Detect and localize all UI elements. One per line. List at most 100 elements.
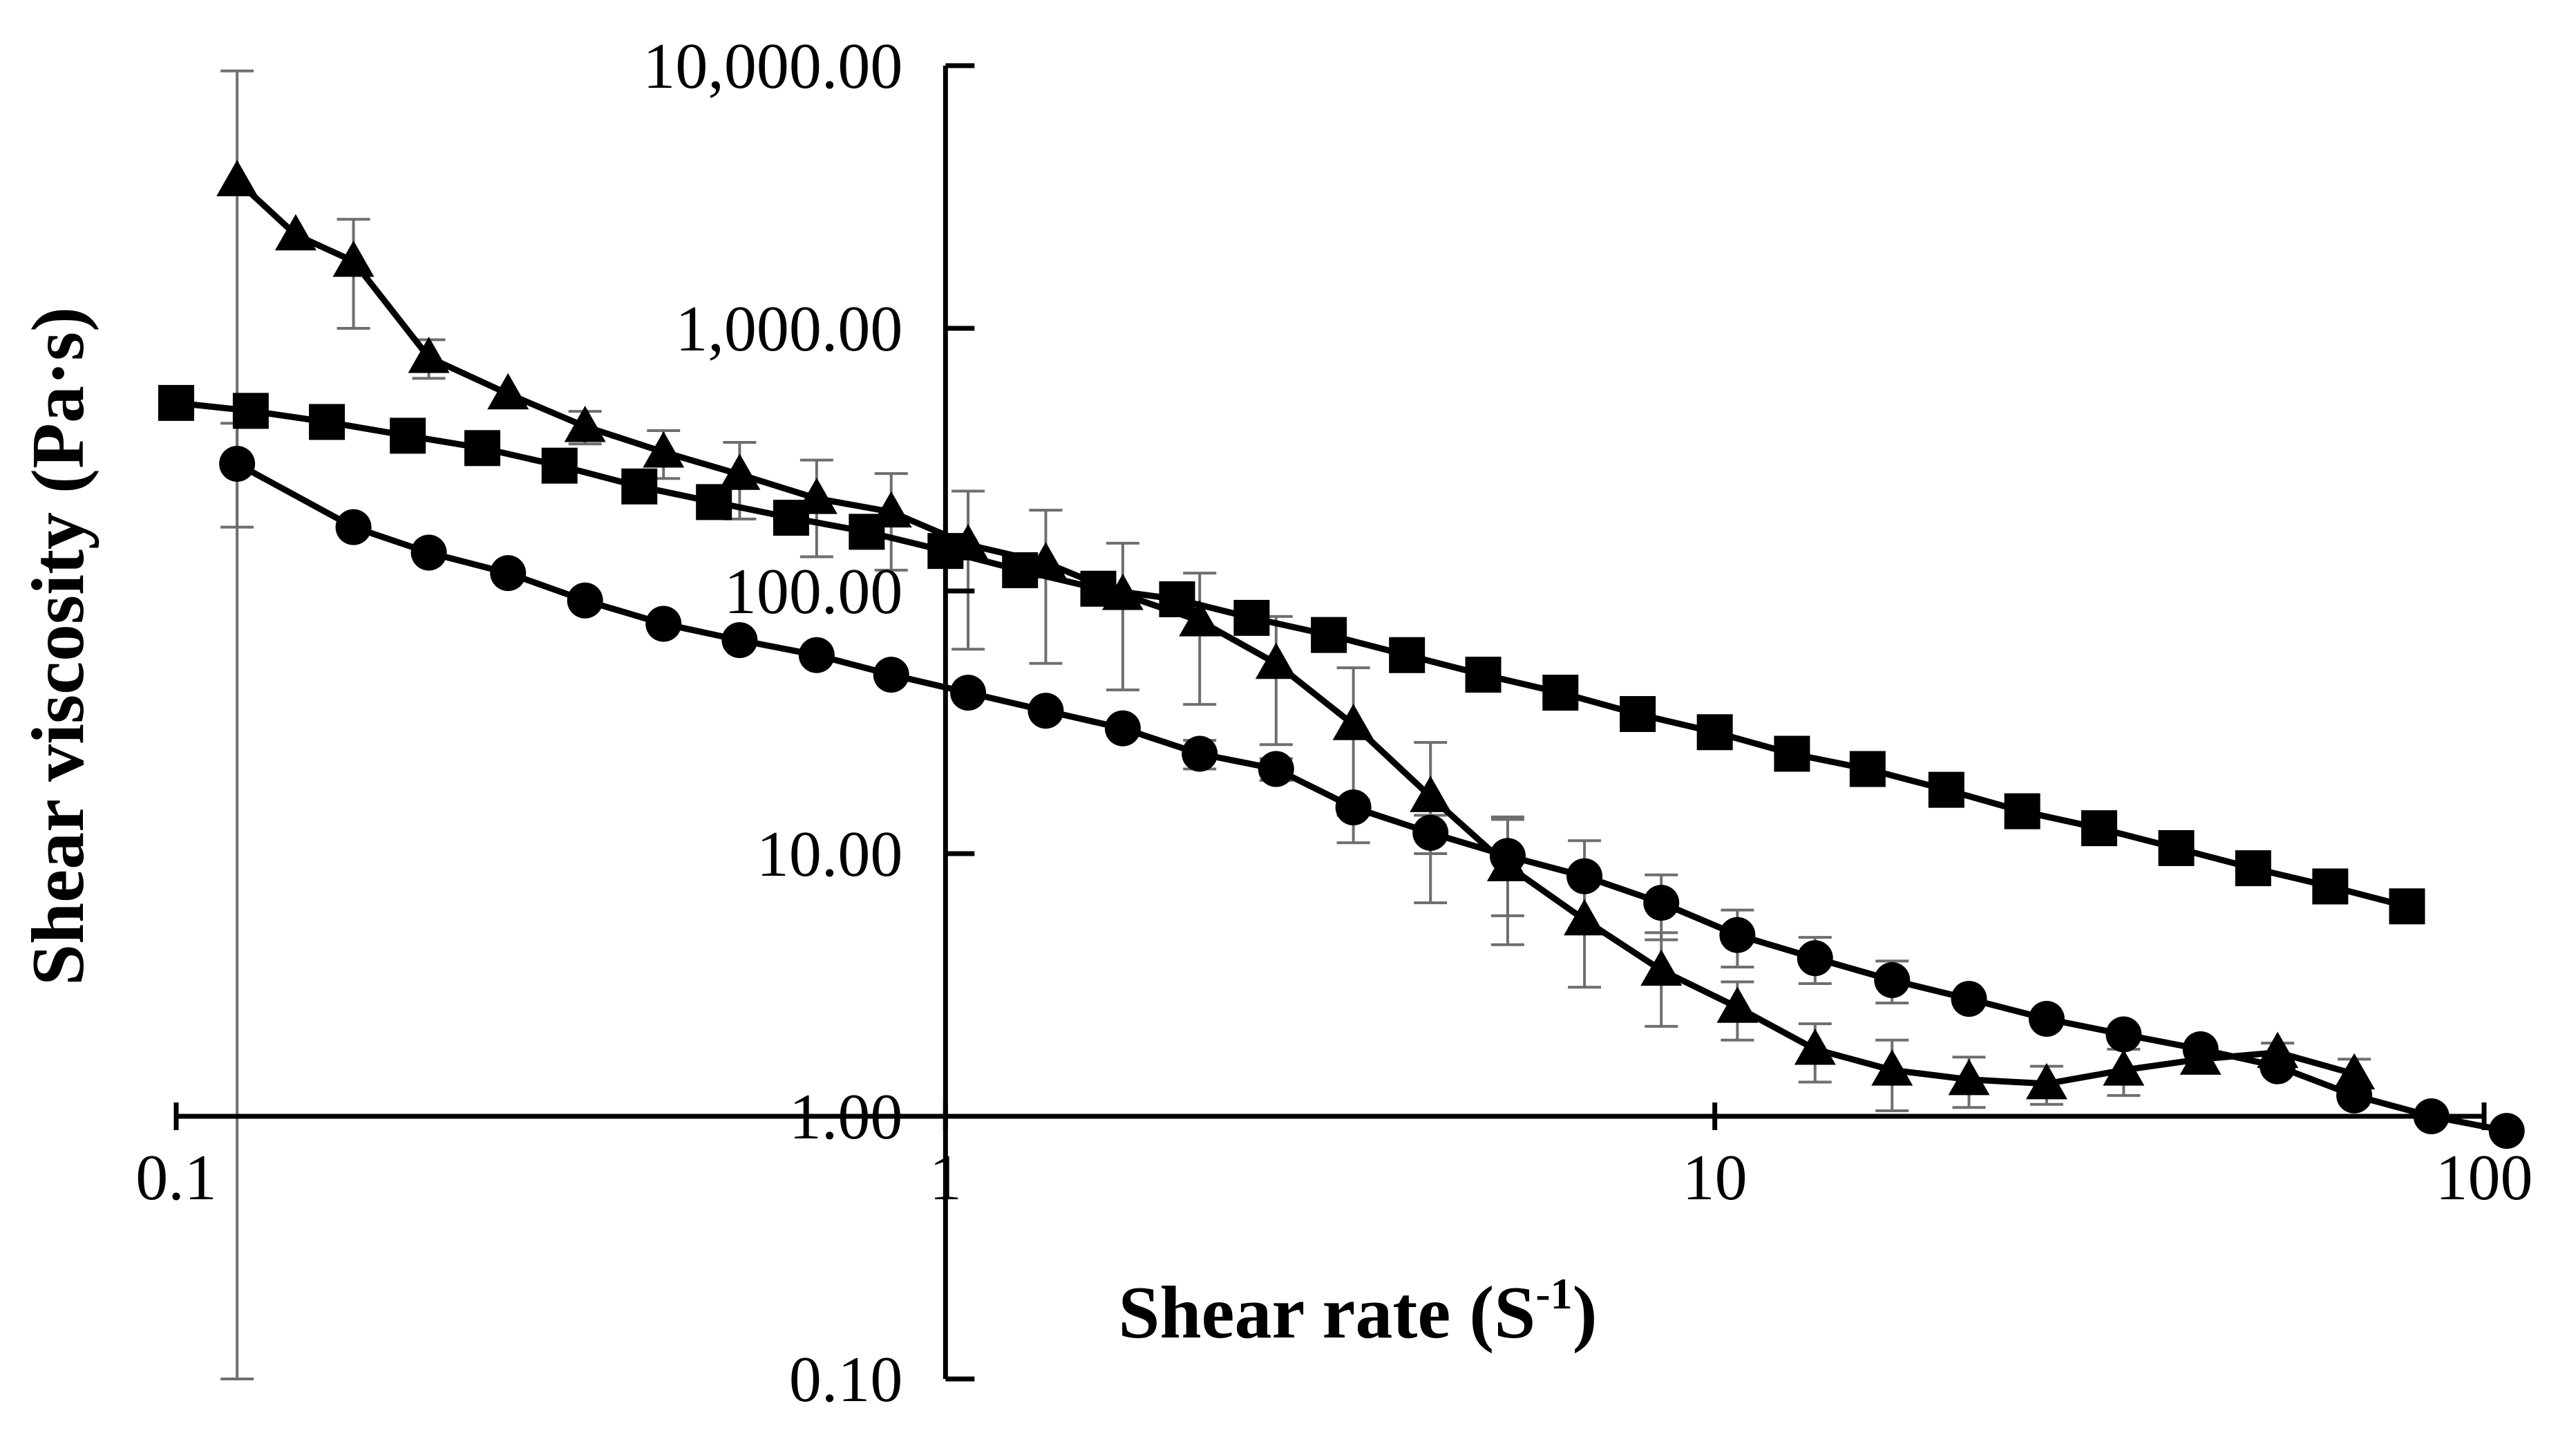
square-marker <box>773 500 809 536</box>
y-tick-label: 10.00 <box>757 818 903 890</box>
square-marker <box>541 447 578 484</box>
circle-marker <box>490 555 527 592</box>
triangle-marker <box>1794 1028 1836 1065</box>
y-tick-label: 100.00 <box>724 556 903 628</box>
axes <box>173 63 2487 1382</box>
x-tick-label: 10 <box>1683 1142 1748 1214</box>
square-marker <box>2235 850 2271 887</box>
triangle-marker <box>1179 600 1221 637</box>
triangle-marker <box>2103 1049 2145 1086</box>
x-tick-label: 0.1 <box>135 1142 217 1214</box>
circle-marker <box>335 509 372 545</box>
square-marker <box>309 404 345 440</box>
circle-marker <box>1566 858 1603 894</box>
circle-marker <box>410 534 447 571</box>
square-marker <box>1389 637 1426 673</box>
circle-marker <box>1258 751 1294 787</box>
square-marker <box>1542 675 1579 711</box>
y-tick-label: 10,000.00 <box>643 30 902 102</box>
x-tick-label: 100 <box>2436 1142 2533 1214</box>
circle-marker <box>645 605 682 642</box>
circle-marker <box>219 445 256 482</box>
circle-marker <box>1182 735 1218 772</box>
circle-marker <box>1104 710 1141 747</box>
square-marker <box>849 514 885 550</box>
circle-marker <box>2105 1016 2142 1053</box>
triangle-marker <box>487 373 529 410</box>
square-marker <box>696 484 732 520</box>
circle-marker <box>567 582 603 619</box>
circle-marker <box>1643 885 1680 921</box>
x-axis-title-main: Shear rate (S <box>1118 1272 1535 1354</box>
y-tick-label: 0.10 <box>789 1344 903 1416</box>
triangle-marker <box>564 405 606 442</box>
triangle-marker <box>2333 1053 2376 1090</box>
circle-marker <box>1412 814 1449 851</box>
x-axis-title: Shear rate (S-1) <box>1118 1269 1597 1354</box>
circle-series-line <box>236 461 2508 1134</box>
y-tick-label: 1.00 <box>789 1081 903 1153</box>
triangle-marker <box>274 214 316 251</box>
square-marker <box>1465 657 1502 693</box>
triangle-marker <box>1640 949 1683 986</box>
square-marker <box>2389 888 2425 925</box>
triangle-marker <box>332 240 375 277</box>
series-markers <box>158 160 2525 1149</box>
tick-labels: 0.1 1 10 100 10,000.00 1,000.00 100.00 10.00 1.0… <box>135 30 2532 1416</box>
circle-marker <box>2182 1031 2219 1067</box>
circle-marker <box>2260 1048 2296 1084</box>
triangle-marker <box>1564 899 1606 936</box>
square-marker <box>2158 829 2195 866</box>
triangle-series-line <box>235 178 2356 1087</box>
circle-marker <box>1489 838 1526 874</box>
y-axis-title: Shear viscosity (Pa·s) <box>17 307 100 986</box>
error-bars <box>220 69 2371 1380</box>
circle-marker <box>2028 1000 2065 1037</box>
square-marker <box>1696 714 1733 751</box>
square-marker <box>390 417 426 454</box>
series-lines <box>176 178 2508 1134</box>
triangle-marker <box>408 337 450 373</box>
triangle-marker <box>1332 704 1374 740</box>
square-marker <box>1311 617 1347 653</box>
circle-marker <box>721 622 758 659</box>
triangle-marker <box>1410 776 1452 812</box>
square-marker <box>1002 552 1039 588</box>
circle-marker <box>1719 917 1756 953</box>
square-marker <box>1233 599 1270 636</box>
triangle-marker <box>1255 642 1297 679</box>
square-marker <box>464 430 501 467</box>
square-marker <box>1774 735 1810 772</box>
axis-titles: Shear rate (S-1) Shear viscosity (Pa·s) <box>17 307 1598 1354</box>
square-marker <box>2004 793 2040 829</box>
circle-marker <box>2488 1113 2525 1149</box>
triangle-marker <box>1871 1049 1913 1086</box>
triangle-marker <box>2025 1062 2067 1100</box>
square-marker <box>158 384 194 421</box>
triangle-marker <box>1716 986 1759 1023</box>
triangle-marker <box>643 431 685 468</box>
circle-marker <box>2336 1077 2373 1114</box>
square-series-line <box>176 400 2408 910</box>
square-marker <box>1620 696 1656 733</box>
square-marker <box>2081 810 2117 847</box>
circle-marker <box>798 637 835 673</box>
circle-marker <box>1951 981 1987 1017</box>
x-axis-title-close: ) <box>1573 1272 1598 1354</box>
circle-marker <box>1335 789 1372 826</box>
square-marker <box>1159 581 1195 617</box>
square-marker <box>2312 868 2349 905</box>
triangle-marker <box>719 453 761 490</box>
square-marker <box>1080 570 1117 607</box>
circle-marker <box>1874 961 1911 998</box>
triangle-marker <box>216 160 258 196</box>
square-marker <box>1849 751 1886 787</box>
circle-marker <box>950 675 987 711</box>
square-marker <box>232 393 269 429</box>
y-tick-label: 1,000.00 <box>675 293 902 365</box>
circle-marker <box>1797 940 1833 977</box>
circle-marker <box>1027 693 1064 729</box>
x-tick-label: 1 <box>929 1142 962 1214</box>
